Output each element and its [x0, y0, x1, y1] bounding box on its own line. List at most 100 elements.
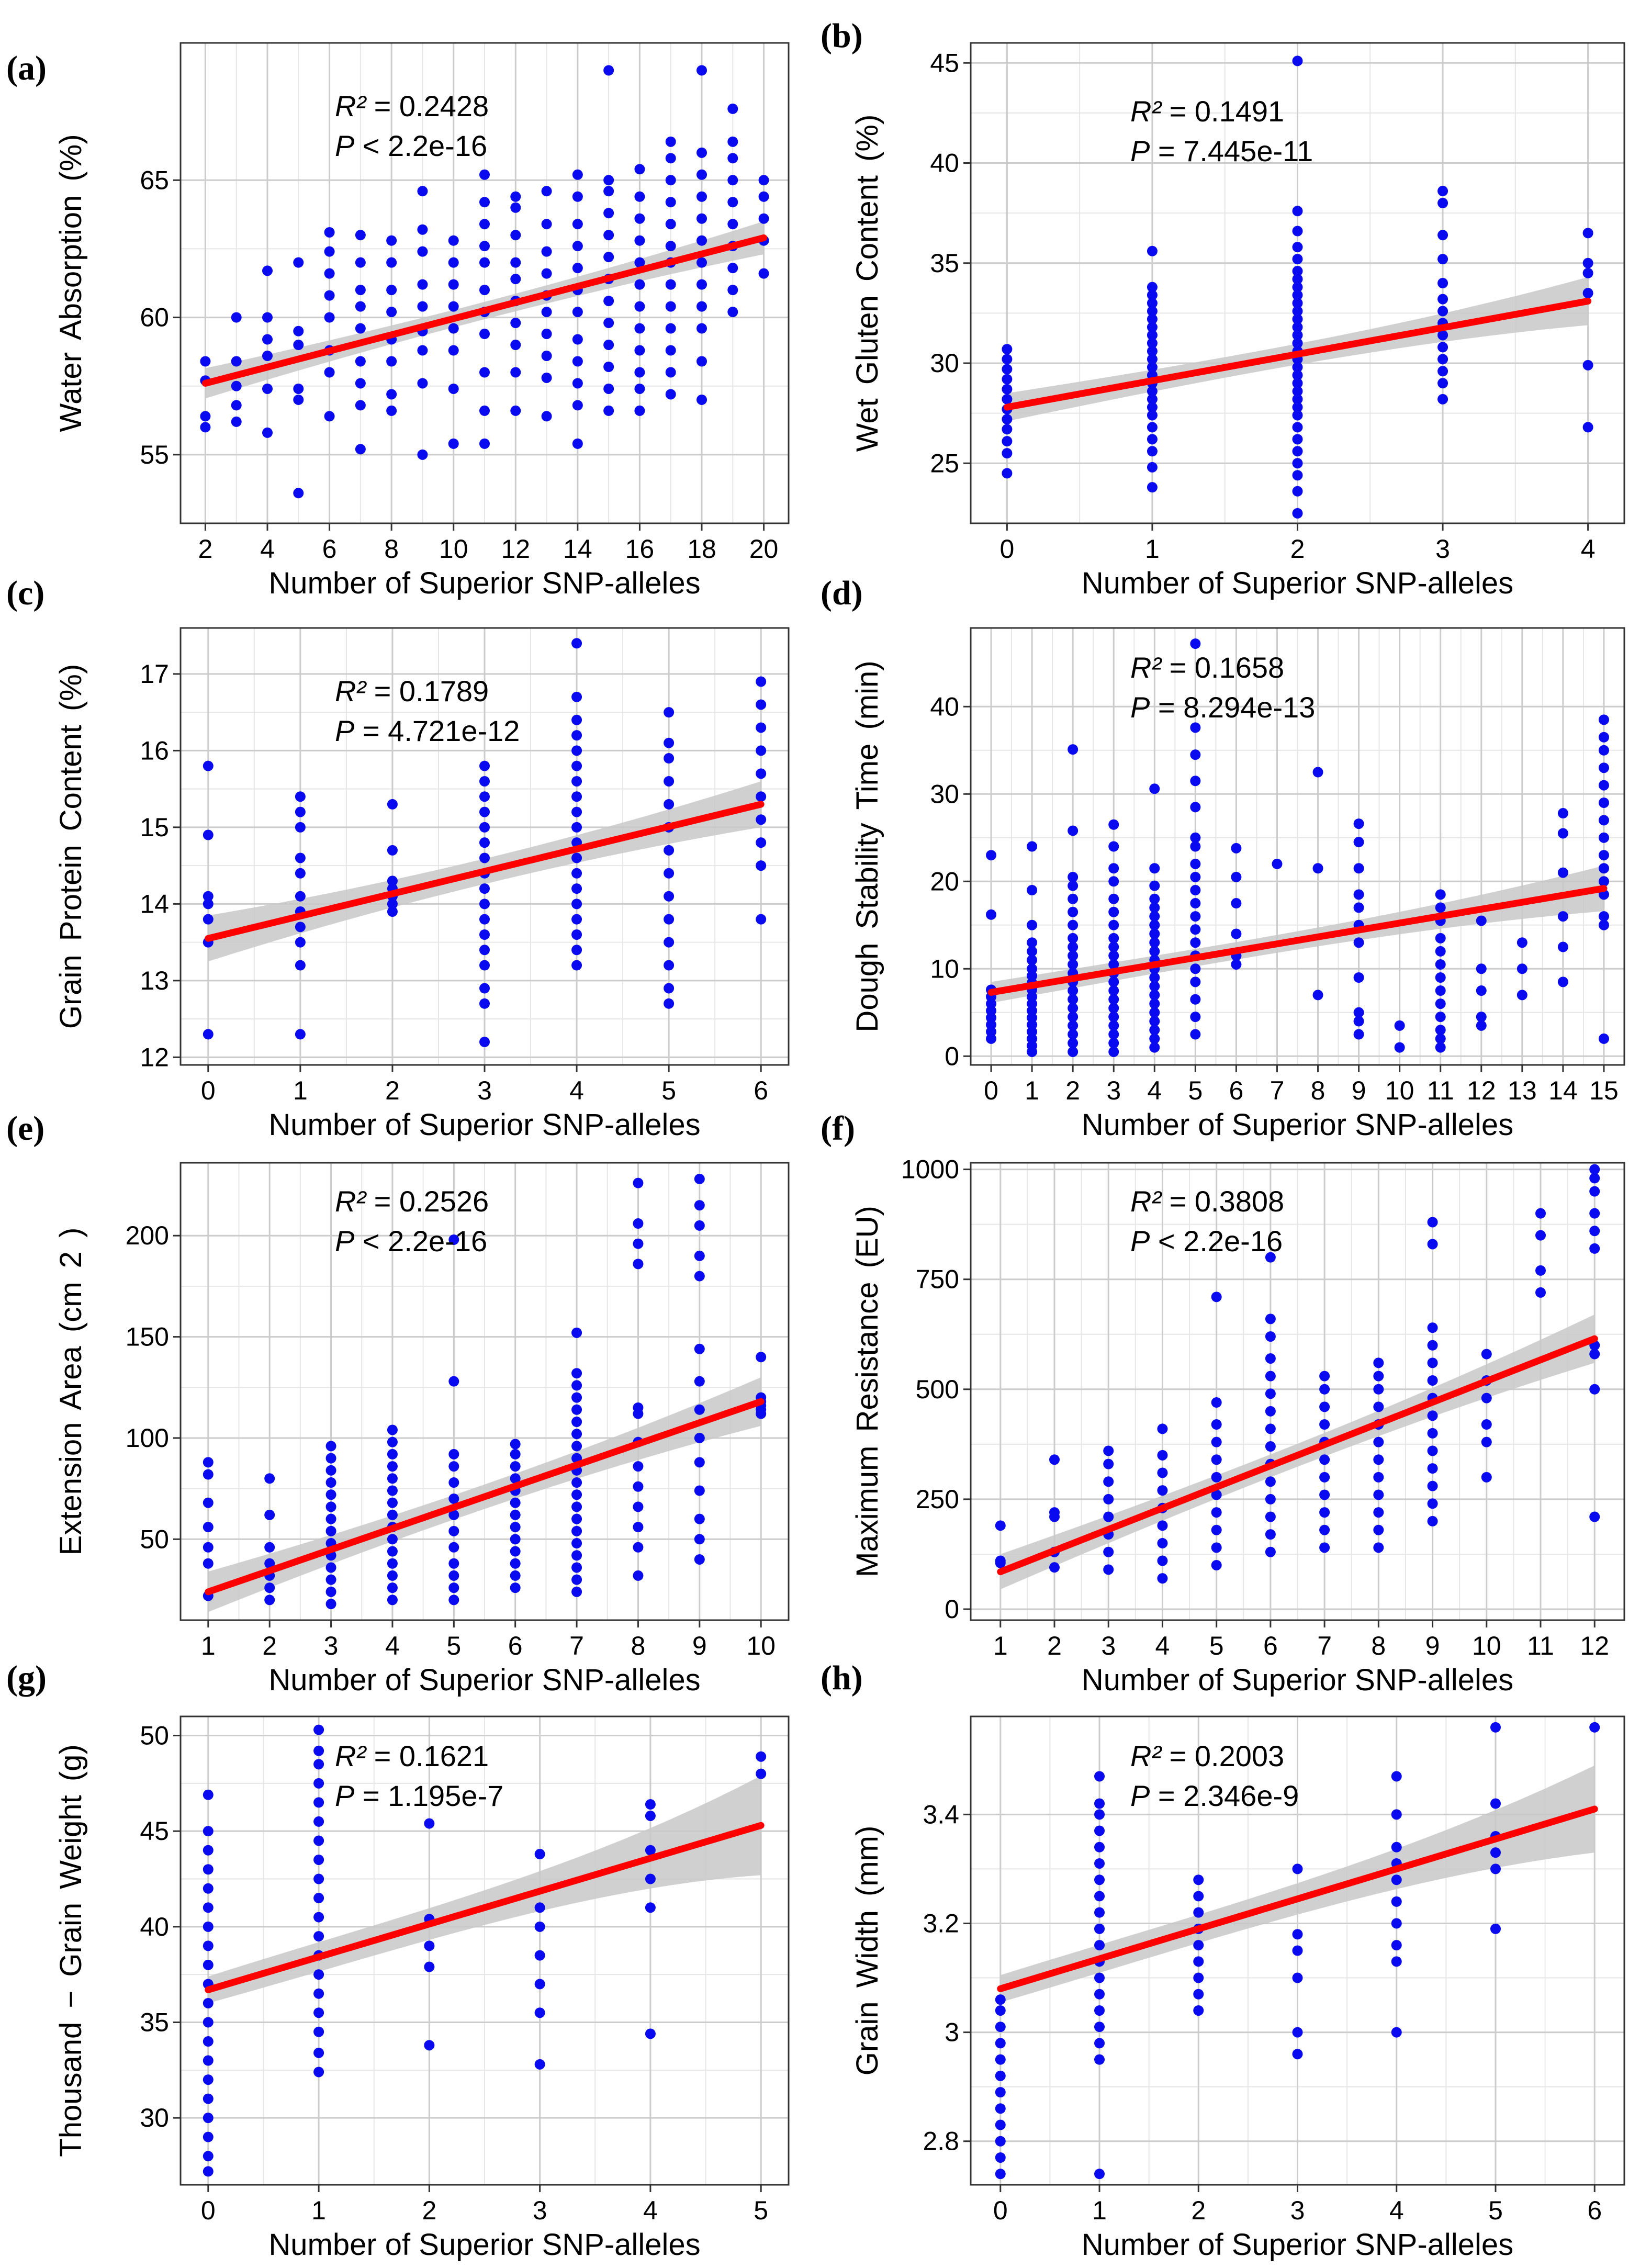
- data-point: [1292, 226, 1303, 237]
- panel-letter: (e): [6, 1109, 44, 1148]
- data-point: [479, 438, 490, 449]
- r-squared-value: = 0.1621: [366, 1739, 489, 1772]
- data-point: [203, 1921, 214, 1932]
- data-point: [1068, 906, 1079, 917]
- x-tick-label: 0: [993, 2196, 1008, 2225]
- data-point: [479, 899, 490, 910]
- data-point: [1027, 919, 1038, 930]
- x-tick-label: 2: [1047, 1631, 1062, 1660]
- data-point: [510, 1558, 521, 1569]
- data-point: [697, 356, 707, 367]
- data-point: [1373, 1357, 1384, 1368]
- data-point: [634, 383, 645, 394]
- data-point: [1427, 1480, 1438, 1491]
- data-point: [1517, 937, 1527, 948]
- data-point: [571, 868, 582, 879]
- data-point: [1598, 919, 1609, 930]
- y-tick-label: 45: [930, 48, 959, 77]
- data-point: [386, 285, 397, 296]
- data-point: [510, 1439, 521, 1450]
- data-point: [1068, 744, 1079, 755]
- data-point: [1068, 1012, 1079, 1023]
- x-tick-label: 0: [999, 534, 1014, 564]
- data-point: [448, 1542, 459, 1553]
- data-point: [1582, 422, 1593, 433]
- data-point: [1002, 374, 1013, 385]
- p-symbol: P: [335, 1225, 354, 1257]
- panel-a: 2 4 6 8 10 12 14 16 18 20 55 60 65 Number of Superior…: [6, 42, 790, 600]
- data-point: [1108, 933, 1119, 944]
- data-point: [756, 699, 767, 710]
- data-point: [1190, 976, 1201, 987]
- y-tick-label: 15: [140, 813, 169, 842]
- x-tick-label: 6: [322, 534, 337, 564]
- data-point: [1149, 937, 1160, 948]
- data-point: [1190, 924, 1201, 935]
- data-point: [295, 868, 306, 879]
- data-point: [325, 1574, 336, 1585]
- data-point: [448, 323, 459, 334]
- data-point: [313, 1745, 324, 1756]
- data-point: [510, 340, 521, 351]
- data-point: [1490, 1847, 1501, 1858]
- data-point: [387, 1546, 398, 1557]
- y-tick-label: 55: [140, 440, 169, 469]
- data-point: [1391, 2027, 1402, 2038]
- x-tick-label: 2: [1290, 534, 1305, 564]
- data-point: [1027, 946, 1038, 957]
- data-point: [756, 1751, 767, 1762]
- data-point: [1373, 1371, 1384, 1382]
- data-point: [262, 383, 273, 394]
- y-axis-label: Extension Area (cm 2 ): [54, 1228, 88, 1556]
- data-point: [665, 389, 676, 400]
- r-squared-value: = 0.2003: [1161, 1739, 1284, 1772]
- data-point: [231, 400, 242, 411]
- x-tick-label: 10: [1385, 1076, 1414, 1105]
- data-point: [1068, 919, 1079, 930]
- data-point: [295, 960, 306, 971]
- data-point: [541, 246, 552, 257]
- data-point: [1149, 990, 1160, 1001]
- data-point: [1582, 288, 1593, 299]
- data-point: [664, 983, 675, 994]
- data-point: [1292, 422, 1303, 433]
- data-point: [479, 852, 490, 863]
- x-tick-label: 14: [1548, 1076, 1578, 1105]
- data-point: [203, 2131, 214, 2142]
- data-point: [571, 1574, 582, 1585]
- data-point: [1292, 298, 1303, 309]
- data-point: [694, 1250, 705, 1261]
- data-point: [264, 1473, 275, 1484]
- data-point: [645, 1799, 656, 1810]
- data-point: [313, 1873, 324, 1884]
- data-point: [634, 235, 645, 246]
- x-tick-label: 8: [631, 1631, 646, 1660]
- data-point: [1557, 828, 1568, 839]
- data-point: [1437, 306, 1448, 317]
- data-point: [262, 265, 273, 276]
- data-point: [1353, 889, 1364, 900]
- data-point: [1149, 998, 1160, 1009]
- y-tick-label: 40: [140, 1912, 169, 1941]
- data-point: [534, 2007, 545, 2018]
- data-point: [387, 1558, 398, 1569]
- y-tick-label: 65: [140, 165, 169, 195]
- data-point: [1557, 941, 1568, 952]
- data-point: [1231, 843, 1242, 854]
- x-tick-label: 3: [477, 1076, 492, 1105]
- data-point: [448, 1376, 459, 1387]
- data-point: [1149, 1042, 1160, 1053]
- r-squared-value: = 0.2526: [366, 1185, 489, 1218]
- r-squared-annotation: R² = 0.1658: [1130, 651, 1284, 684]
- data-point: [1589, 1349, 1600, 1360]
- p-value: = 2.346e-9: [1150, 1779, 1299, 1812]
- data-point: [1068, 871, 1079, 882]
- data-point: [1147, 386, 1158, 397]
- plot-frame: [179, 42, 790, 524]
- y-tick-label: 250: [916, 1485, 959, 1514]
- data-point: [200, 411, 211, 422]
- data-point: [1147, 346, 1158, 357]
- data-point: [634, 301, 645, 312]
- data-point: [1437, 186, 1448, 197]
- x-tick-label: 7: [1270, 1076, 1285, 1105]
